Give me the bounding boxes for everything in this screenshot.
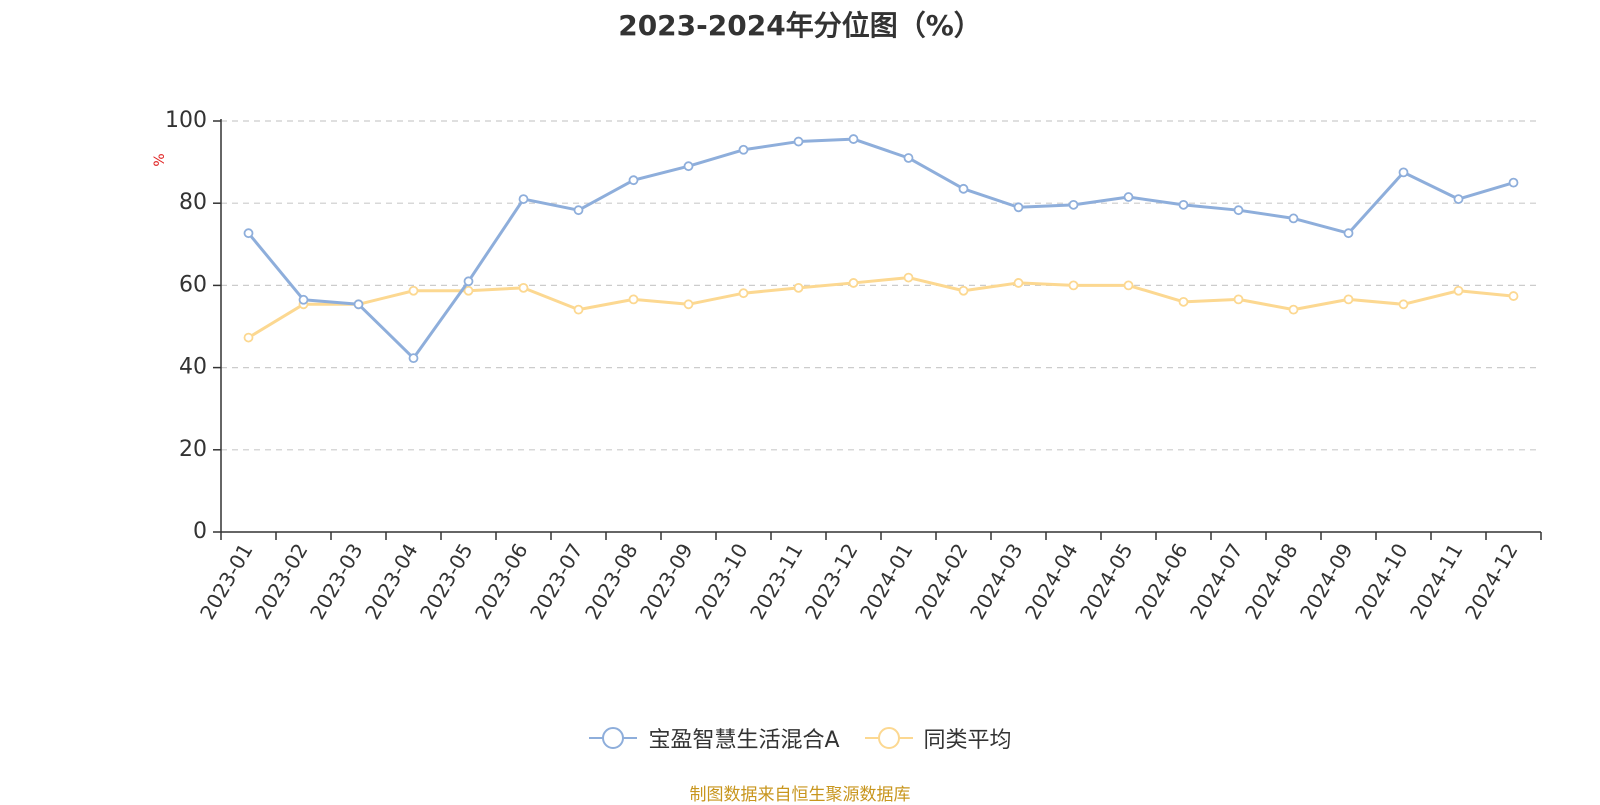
x-tick-label: 2024-07 bbox=[1185, 539, 1248, 623]
data-point bbox=[1343, 228, 1354, 239]
data-point bbox=[793, 136, 804, 147]
data-point bbox=[958, 285, 969, 296]
data-point bbox=[518, 194, 529, 204]
data-point bbox=[1233, 205, 1244, 216]
data-point bbox=[1123, 192, 1134, 202]
x-tick-label: 2024-01 bbox=[855, 539, 918, 623]
data-point bbox=[1068, 280, 1079, 291]
legend-swatch-icon bbox=[589, 727, 638, 749]
data-point bbox=[958, 183, 969, 194]
data-point bbox=[903, 153, 914, 163]
x-tick-label: 2024-04 bbox=[1020, 539, 1083, 623]
data-point bbox=[1508, 177, 1519, 188]
data-point bbox=[243, 332, 254, 343]
source-note: 制图数据来自恒生聚源数据库 bbox=[689, 785, 911, 805]
y-tick-label: 60 bbox=[179, 272, 207, 297]
data-point bbox=[408, 353, 419, 364]
data-point bbox=[1288, 213, 1299, 224]
data-point bbox=[463, 276, 474, 287]
x-tick-label: 2023-08 bbox=[580, 539, 643, 623]
data-point bbox=[1288, 304, 1299, 315]
y-tick-label: 20 bbox=[179, 437, 207, 462]
data-point bbox=[1453, 194, 1464, 204]
x-tick-label: 2024-06 bbox=[1130, 539, 1193, 623]
legend-item[interactable]: 宝盈智慧生活混合A bbox=[588, 722, 840, 754]
x-tick-label: 2023-12 bbox=[800, 539, 863, 623]
legend-item[interactable]: 同类平均 bbox=[864, 722, 1012, 754]
y-tick-label: 40 bbox=[179, 355, 207, 380]
x-tick-label: 2023-03 bbox=[305, 539, 368, 623]
x-tick-label: 2024-08 bbox=[1240, 539, 1303, 623]
legend-swatch-circle bbox=[602, 727, 625, 749]
x-tick-label: 2024-10 bbox=[1350, 539, 1413, 623]
legend-swatch-circle bbox=[877, 727, 900, 749]
data-point bbox=[793, 282, 804, 293]
x-tick-label: 2023-02 bbox=[250, 539, 313, 623]
x-tick-label: 2023-04 bbox=[360, 539, 423, 623]
data-point bbox=[848, 134, 859, 144]
legend-swatch-icon bbox=[864, 727, 913, 749]
data-point bbox=[683, 299, 694, 310]
data-point bbox=[298, 294, 309, 305]
y-tick-label: 0 bbox=[193, 519, 207, 544]
y-tick-label: 100 bbox=[165, 108, 207, 133]
data-point bbox=[243, 228, 254, 239]
data-point bbox=[573, 205, 584, 216]
data-point bbox=[1343, 294, 1354, 305]
data-point bbox=[1068, 199, 1079, 210]
data-point bbox=[463, 285, 474, 296]
series-layer bbox=[243, 134, 1519, 364]
data-point bbox=[353, 299, 364, 310]
x-tick-label: 2024-09 bbox=[1295, 539, 1358, 623]
data-point bbox=[628, 175, 639, 186]
x-tick-label: 2023-11 bbox=[745, 539, 808, 623]
data-point bbox=[683, 161, 694, 172]
legend-label: 宝盈智慧生活混合A bbox=[648, 728, 840, 753]
x-tick-label: 2023-01 bbox=[195, 539, 258, 623]
data-point bbox=[738, 288, 749, 299]
data-point bbox=[738, 144, 749, 155]
x-tick-label: 2024-03 bbox=[965, 539, 1028, 623]
data-point bbox=[903, 272, 914, 283]
data-point bbox=[1013, 278, 1024, 288]
data-point bbox=[1178, 199, 1189, 210]
data-point bbox=[1398, 299, 1409, 310]
data-point bbox=[1233, 294, 1244, 305]
series-line bbox=[247, 276, 1515, 340]
data-point bbox=[628, 294, 639, 305]
data-point bbox=[573, 304, 584, 315]
data-point bbox=[408, 285, 419, 296]
data-point bbox=[1508, 291, 1519, 301]
x-tick-label: 2023-07 bbox=[525, 539, 588, 623]
x-tick-label: 2023-10 bbox=[690, 539, 753, 623]
x-tick-label: 2023-05 bbox=[415, 539, 478, 623]
series-line bbox=[247, 137, 1515, 360]
series-1 bbox=[243, 272, 1519, 343]
x-tick-label: 2024-11 bbox=[1405, 539, 1468, 623]
x-tick-label: 2023-09 bbox=[635, 539, 698, 623]
legend: 宝盈智慧生活混合A 同类平均 bbox=[0, 722, 1600, 754]
chart-title: 2023-2024年分位图（%） bbox=[618, 9, 982, 42]
x-tick-label: 2024-05 bbox=[1075, 539, 1138, 623]
x-tick-label: 2024-02 bbox=[910, 539, 973, 623]
data-point bbox=[518, 282, 529, 293]
data-point bbox=[1013, 202, 1024, 213]
legend-label: 同类平均 bbox=[923, 728, 1012, 753]
axes: 0 20 40 60 80 100 2023-012023-022023-032023-04… bbox=[165, 108, 1542, 624]
data-point bbox=[848, 278, 859, 288]
data-point bbox=[1398, 167, 1409, 178]
y-axis-unit-label: % bbox=[152, 153, 168, 166]
x-tick-label: 2023-06 bbox=[470, 539, 533, 623]
grid-lines bbox=[221, 120, 1541, 451]
data-point bbox=[1178, 296, 1189, 307]
data-point bbox=[1123, 280, 1134, 291]
y-tick-label: 80 bbox=[179, 190, 207, 215]
x-tick-label: 2024-12 bbox=[1460, 539, 1523, 623]
data-point bbox=[1453, 285, 1464, 296]
series-0 bbox=[243, 134, 1519, 364]
